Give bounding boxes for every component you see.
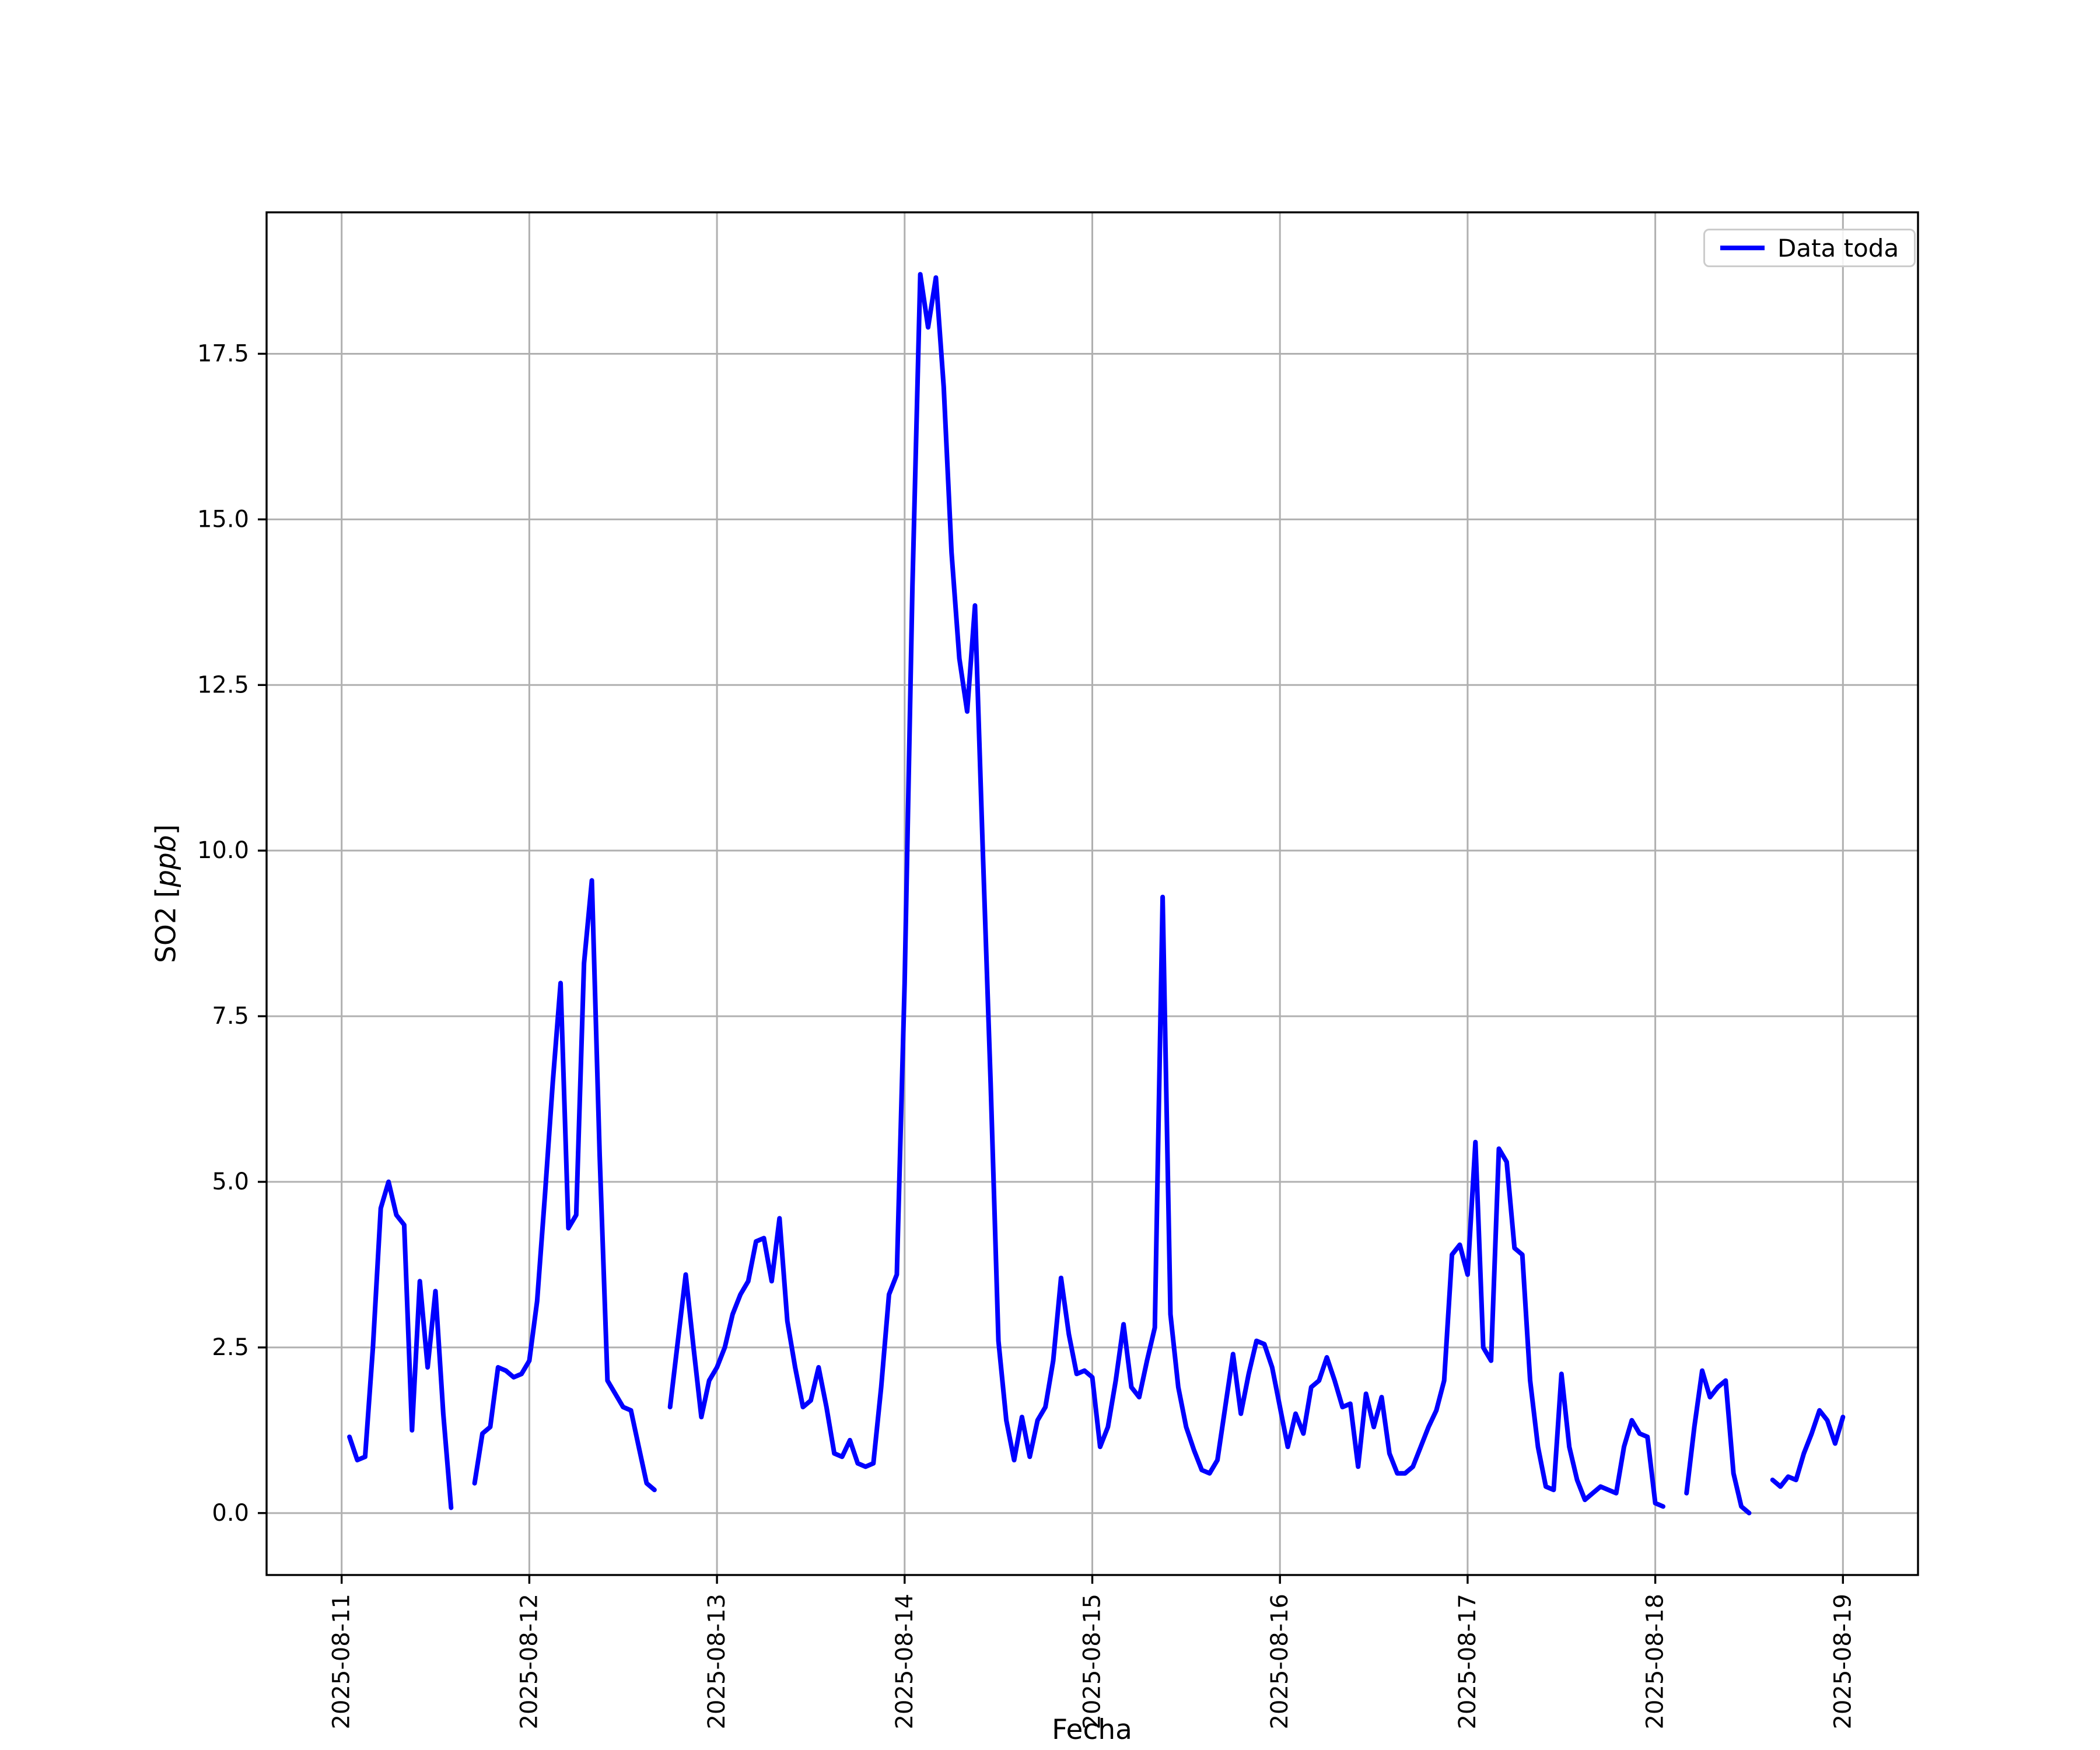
legend: Data toda: [1703, 229, 1916, 267]
y-axis-label-suffix: ]: [150, 824, 183, 835]
legend-line-sample: [1720, 246, 1765, 250]
y-tick-label: 2.5: [212, 1334, 249, 1361]
y-tick-label: 7.5: [212, 1003, 249, 1030]
y-tick-label: 12.5: [197, 671, 249, 698]
legend-label: Data toda: [1777, 233, 1899, 262]
x-tick-label: 2025-08-13: [704, 1594, 730, 1729]
y-tick-label: 10.0: [197, 837, 249, 864]
series-line-data-toda: [347, 1180, 454, 1510]
x-tick-label: 2025-08-16: [1266, 1594, 1293, 1729]
x-tick-label: 2025-08-11: [328, 1594, 355, 1729]
y-tick-label: 17.5: [197, 340, 249, 367]
series-line-data-toda: [667, 272, 1665, 1509]
x-axis-label: Fecha: [1052, 1714, 1132, 1746]
x-tick-label: 2025-08-19: [1829, 1594, 1856, 1729]
y-tick-label: 5.0: [212, 1168, 249, 1195]
x-tick-label: 2025-08-17: [1454, 1594, 1481, 1729]
y-axis-label-unit: ppb: [150, 835, 183, 887]
series-line-data-toda: [1684, 1368, 1752, 1516]
series-line-data-toda: [1770, 1408, 1846, 1489]
x-tick-label: 2025-08-14: [891, 1594, 918, 1729]
x-tick-label: 2025-08-18: [1642, 1594, 1669, 1729]
series-line-data-toda: [472, 878, 657, 1493]
y-tick-label: 15.0: [197, 506, 249, 533]
x-tick-label: 2025-08-12: [516, 1594, 542, 1729]
y-axis-label: SO2 [ppb]: [150, 824, 183, 963]
y-tick-label: 0.0: [212, 1500, 249, 1527]
x-tick-label: 2025-08-15: [1079, 1594, 1106, 1729]
y-axis-label-prefix: SO2 [: [150, 887, 183, 963]
